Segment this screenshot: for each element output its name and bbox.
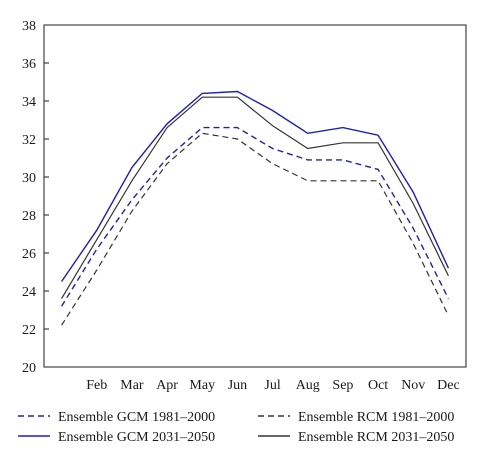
legend-item: Ensemble RCM 2031–2050: [258, 430, 454, 445]
y-tick-label: 26: [22, 247, 36, 262]
x-tick-label: Oct: [368, 378, 388, 393]
plot-frame: [43, 24, 467, 368]
x-tick-label: Feb: [86, 378, 107, 393]
y-tick-label: 32: [22, 133, 36, 148]
x-tick-label: Jul: [264, 378, 280, 393]
legend-label: Ensemble RCM 1981–2000: [298, 410, 454, 425]
series-line-2: [61, 132, 449, 326]
series-line-3: [61, 96, 449, 299]
legend: Ensemble GCM 1981–2000 Ensemble GCM 2031–…: [18, 410, 454, 445]
y-tick-label: 38: [22, 19, 36, 34]
x-tick-label: Dec: [437, 378, 460, 393]
series-layer: [60, 90, 450, 326]
x-tick-label: Sep: [332, 378, 353, 393]
y-tick-label: 22: [22, 323, 36, 338]
x-axis: Feb Mar Apr May Jun Jul Aug Sep Oct Nov Dec: [86, 378, 459, 393]
y-tick-label: 30: [22, 171, 36, 186]
x-tick-label: Mar: [120, 378, 144, 393]
legend-item: Ensemble GCM 1981–2000: [18, 410, 215, 425]
legend-item: Ensemble RCM 1981–2000: [258, 410, 454, 425]
x-tick-label: Apr: [156, 378, 178, 393]
legend-label: Ensemble GCM 1981–2000: [58, 410, 215, 425]
y-tick-label: 28: [22, 209, 36, 224]
y-tick-label: 34: [22, 95, 36, 110]
x-tick-label: Jun: [228, 378, 247, 393]
y-tick-label: 36: [22, 57, 36, 72]
series-line-1: [61, 90, 450, 282]
y-tick-label: 20: [22, 361, 36, 376]
legend-label: Ensemble GCM 2031–2050: [58, 430, 215, 445]
legend-item: Ensemble GCM 2031–2050: [18, 430, 215, 445]
x-tick-label: Nov: [401, 378, 425, 393]
x-tick-label: Aug: [296, 378, 320, 393]
y-tick-label: 24: [22, 285, 36, 300]
legend-label: Ensemble RCM 2031–2050: [298, 430, 454, 445]
y-axis: 20 22 24 26 28 30 32 34 36 38: [22, 19, 49, 376]
x-tick-label: May: [189, 378, 215, 393]
series-line-0: [60, 126, 450, 307]
